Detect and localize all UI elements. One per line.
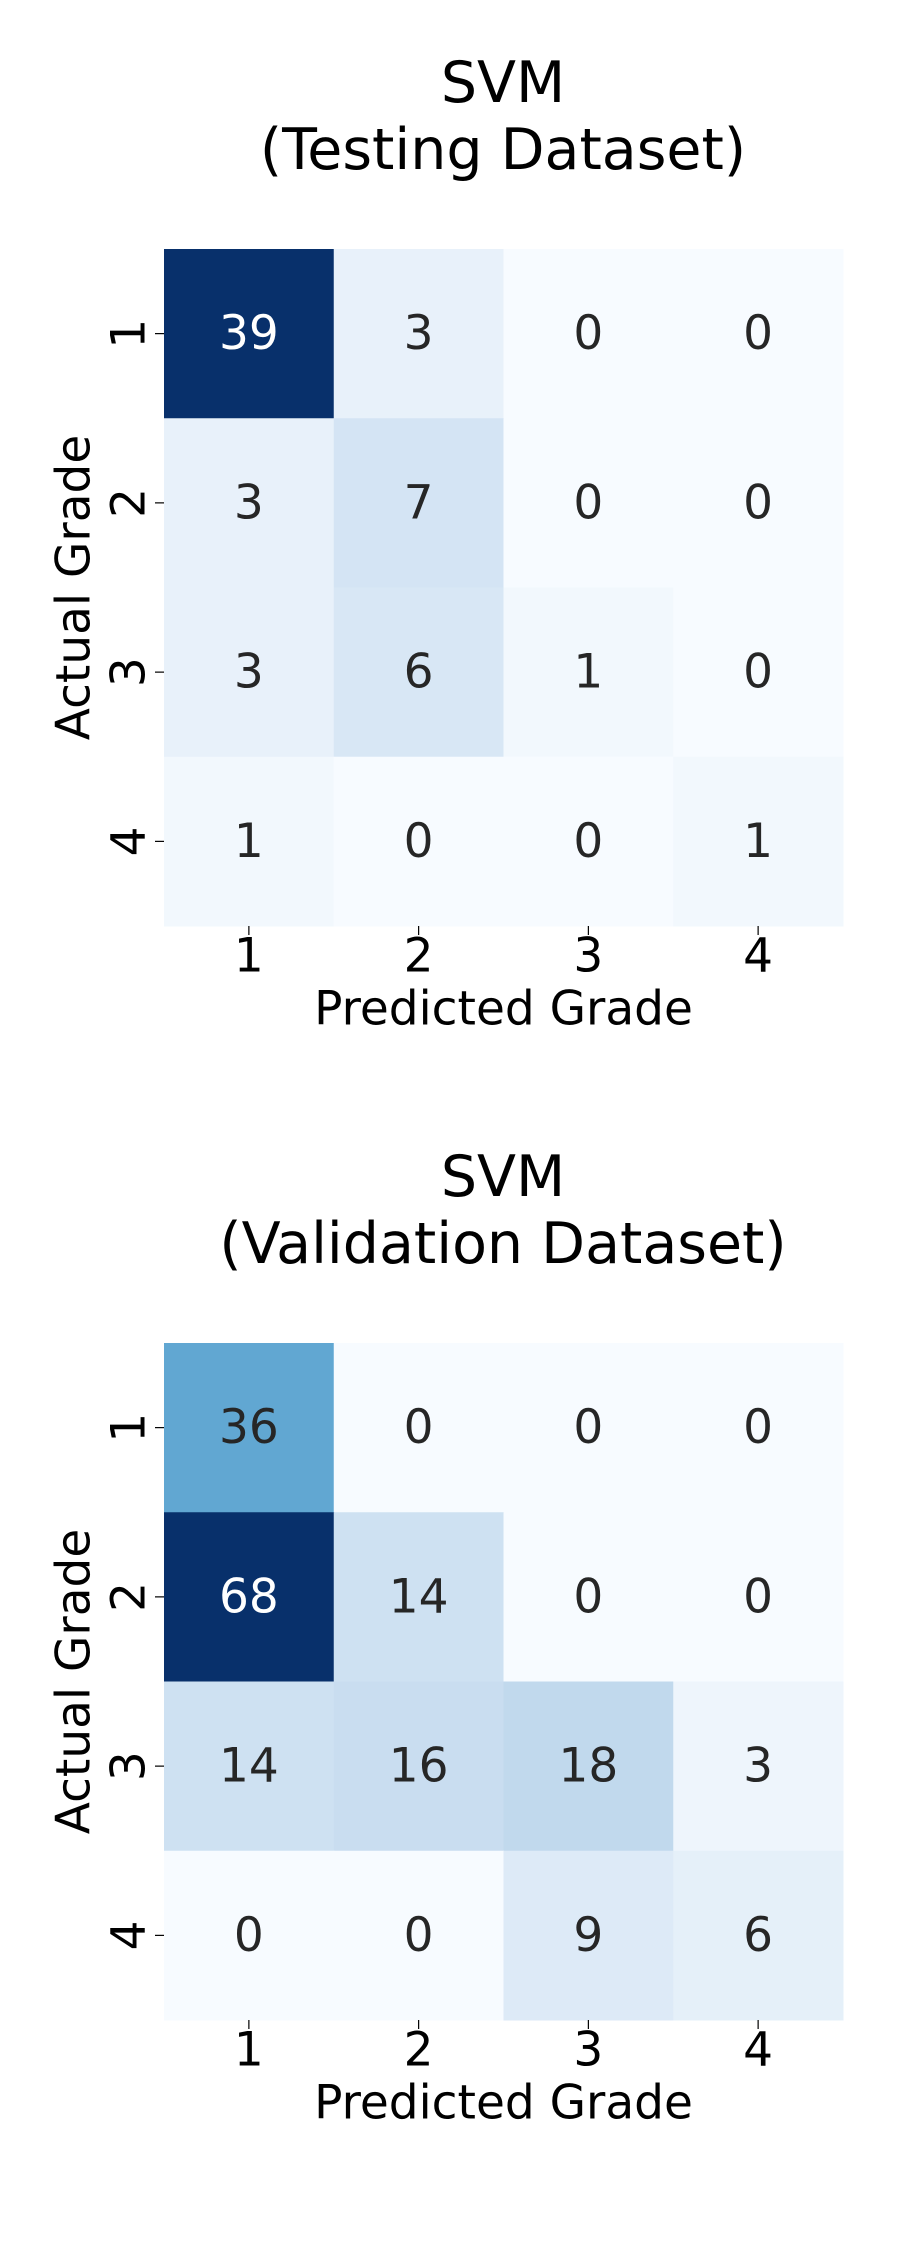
- x-tick-label: 1: [234, 2023, 264, 2078]
- cell-label: 0: [404, 814, 434, 869]
- heatmap-cell: [333, 249, 504, 419]
- heatmap-cell: [673, 1343, 844, 1513]
- y-tick-label: 2: [102, 488, 157, 518]
- cell-label: 0: [743, 306, 773, 361]
- heatmap-cell: [503, 1343, 674, 1513]
- cell-label: 14: [219, 1739, 279, 1794]
- cell-label: 1: [573, 645, 603, 700]
- y-tick-label: 1: [102, 1413, 157, 1443]
- cell-label: 0: [234, 1908, 264, 1963]
- heatmap-cell: [333, 1681, 504, 1852]
- heatmap-cell: [164, 418, 335, 588]
- x-tick-label: 3: [573, 929, 603, 984]
- cell-label: 3: [404, 306, 434, 361]
- cell-label: 1: [234, 814, 264, 869]
- x-axis-label: Predicted Grade: [314, 2076, 693, 2131]
- cell-label: 0: [573, 475, 603, 530]
- y-tick-label: 3: [102, 657, 157, 687]
- heatmap-cell: [673, 587, 844, 758]
- cell-label: 39: [219, 306, 279, 361]
- cell-label: 0: [404, 1400, 434, 1455]
- heatmap-cell: [164, 587, 335, 758]
- heatmap-cell: [503, 1850, 674, 2021]
- cell-label: 0: [573, 306, 603, 361]
- cell-label: 0: [743, 475, 773, 530]
- cell-label: 6: [404, 645, 434, 700]
- heatmap-cell: [333, 587, 504, 758]
- cell-label: 0: [573, 1569, 603, 1624]
- cell-label: 68: [219, 1569, 279, 1624]
- heatmap-cell: [673, 756, 844, 927]
- heatmap-cell: [673, 418, 844, 588]
- cell-label: 9: [573, 1908, 603, 1963]
- heatmap-cell: [673, 1850, 844, 2021]
- heatmap-cell: [164, 1512, 335, 1682]
- x-tick-label: 1: [234, 929, 264, 984]
- cell-label: 7: [404, 475, 434, 530]
- heatmap-cell: [673, 249, 844, 419]
- heatmap-cell: [503, 756, 674, 927]
- x-tick-label: 2: [404, 2023, 434, 2078]
- heatmap-cell: [333, 418, 504, 588]
- y-tick-label: 3: [102, 1751, 157, 1781]
- chart-title: SVM (Validation Dataset): [219, 1144, 787, 1277]
- heatmap-cell: [503, 1512, 674, 1682]
- x-tick-label: 3: [573, 2023, 603, 2078]
- y-tick-label: 4: [102, 826, 157, 856]
- cell-label: 0: [573, 814, 603, 869]
- cell-label: 3: [234, 645, 264, 700]
- cell-label: 6: [743, 1908, 773, 1963]
- heatmap-cell: [164, 1343, 335, 1513]
- heatmap-cell: [673, 1681, 844, 1852]
- heatmap-cell: [503, 249, 674, 419]
- heatmap-cell: [333, 1343, 504, 1513]
- x-axis-label: Predicted Grade: [314, 982, 693, 1037]
- y-tick-label: 2: [102, 1582, 157, 1612]
- y-tick-label: 4: [102, 1920, 157, 1950]
- y-axis-label: Actual Grade: [47, 1529, 102, 1834]
- heatmap-cell: [164, 249, 335, 419]
- heatmap-cell: [333, 756, 504, 927]
- x-tick-label: 4: [743, 2023, 773, 2078]
- heatmap-cell: [164, 1681, 335, 1852]
- y-axis-label: Actual Grade: [47, 435, 102, 740]
- x-tick-label: 4: [743, 929, 773, 984]
- cell-label: 18: [558, 1739, 618, 1794]
- cell-label: 3: [743, 1739, 773, 1794]
- cell-label: 0: [404, 1908, 434, 1963]
- cell-label: 0: [743, 1569, 773, 1624]
- cell-label: 16: [389, 1739, 449, 1794]
- heatmap-cell: [164, 1850, 335, 2021]
- heatmap-cell: [503, 1681, 674, 1852]
- cell-label: 0: [743, 1400, 773, 1455]
- cell-label: 0: [743, 645, 773, 700]
- chart-title: SVM (Testing Dataset): [259, 50, 747, 183]
- heatmap-cell: [333, 1850, 504, 2021]
- cell-label: 14: [389, 1569, 449, 1624]
- y-tick-label: 1: [102, 319, 157, 349]
- cell-label: 0: [573, 1400, 603, 1455]
- x-tick-label: 2: [404, 929, 434, 984]
- cell-label: 36: [219, 1400, 279, 1455]
- cell-label: 3: [234, 475, 264, 530]
- heatmap-cell: [673, 1512, 844, 1682]
- heatmap-cell: [164, 756, 335, 927]
- cell-label: 1: [743, 814, 773, 869]
- heatmap-cell: [503, 587, 674, 758]
- heatmap-cell: [503, 418, 674, 588]
- heatmap-cell: [333, 1512, 504, 1682]
